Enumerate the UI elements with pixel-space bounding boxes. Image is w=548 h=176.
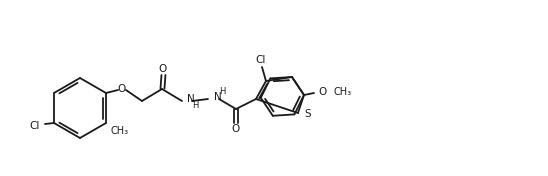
Text: Cl: Cl — [30, 121, 40, 131]
Text: O: O — [232, 124, 240, 134]
Text: CH₃: CH₃ — [111, 126, 129, 136]
Text: H: H — [219, 86, 225, 96]
Text: H: H — [192, 100, 198, 109]
Text: N: N — [214, 92, 222, 102]
Text: O: O — [159, 64, 167, 74]
Text: S: S — [304, 109, 311, 119]
Text: CH₃: CH₃ — [334, 87, 352, 97]
Text: O: O — [118, 84, 126, 94]
Text: N: N — [187, 94, 195, 104]
Text: Cl: Cl — [256, 55, 266, 65]
Text: O: O — [318, 87, 326, 97]
